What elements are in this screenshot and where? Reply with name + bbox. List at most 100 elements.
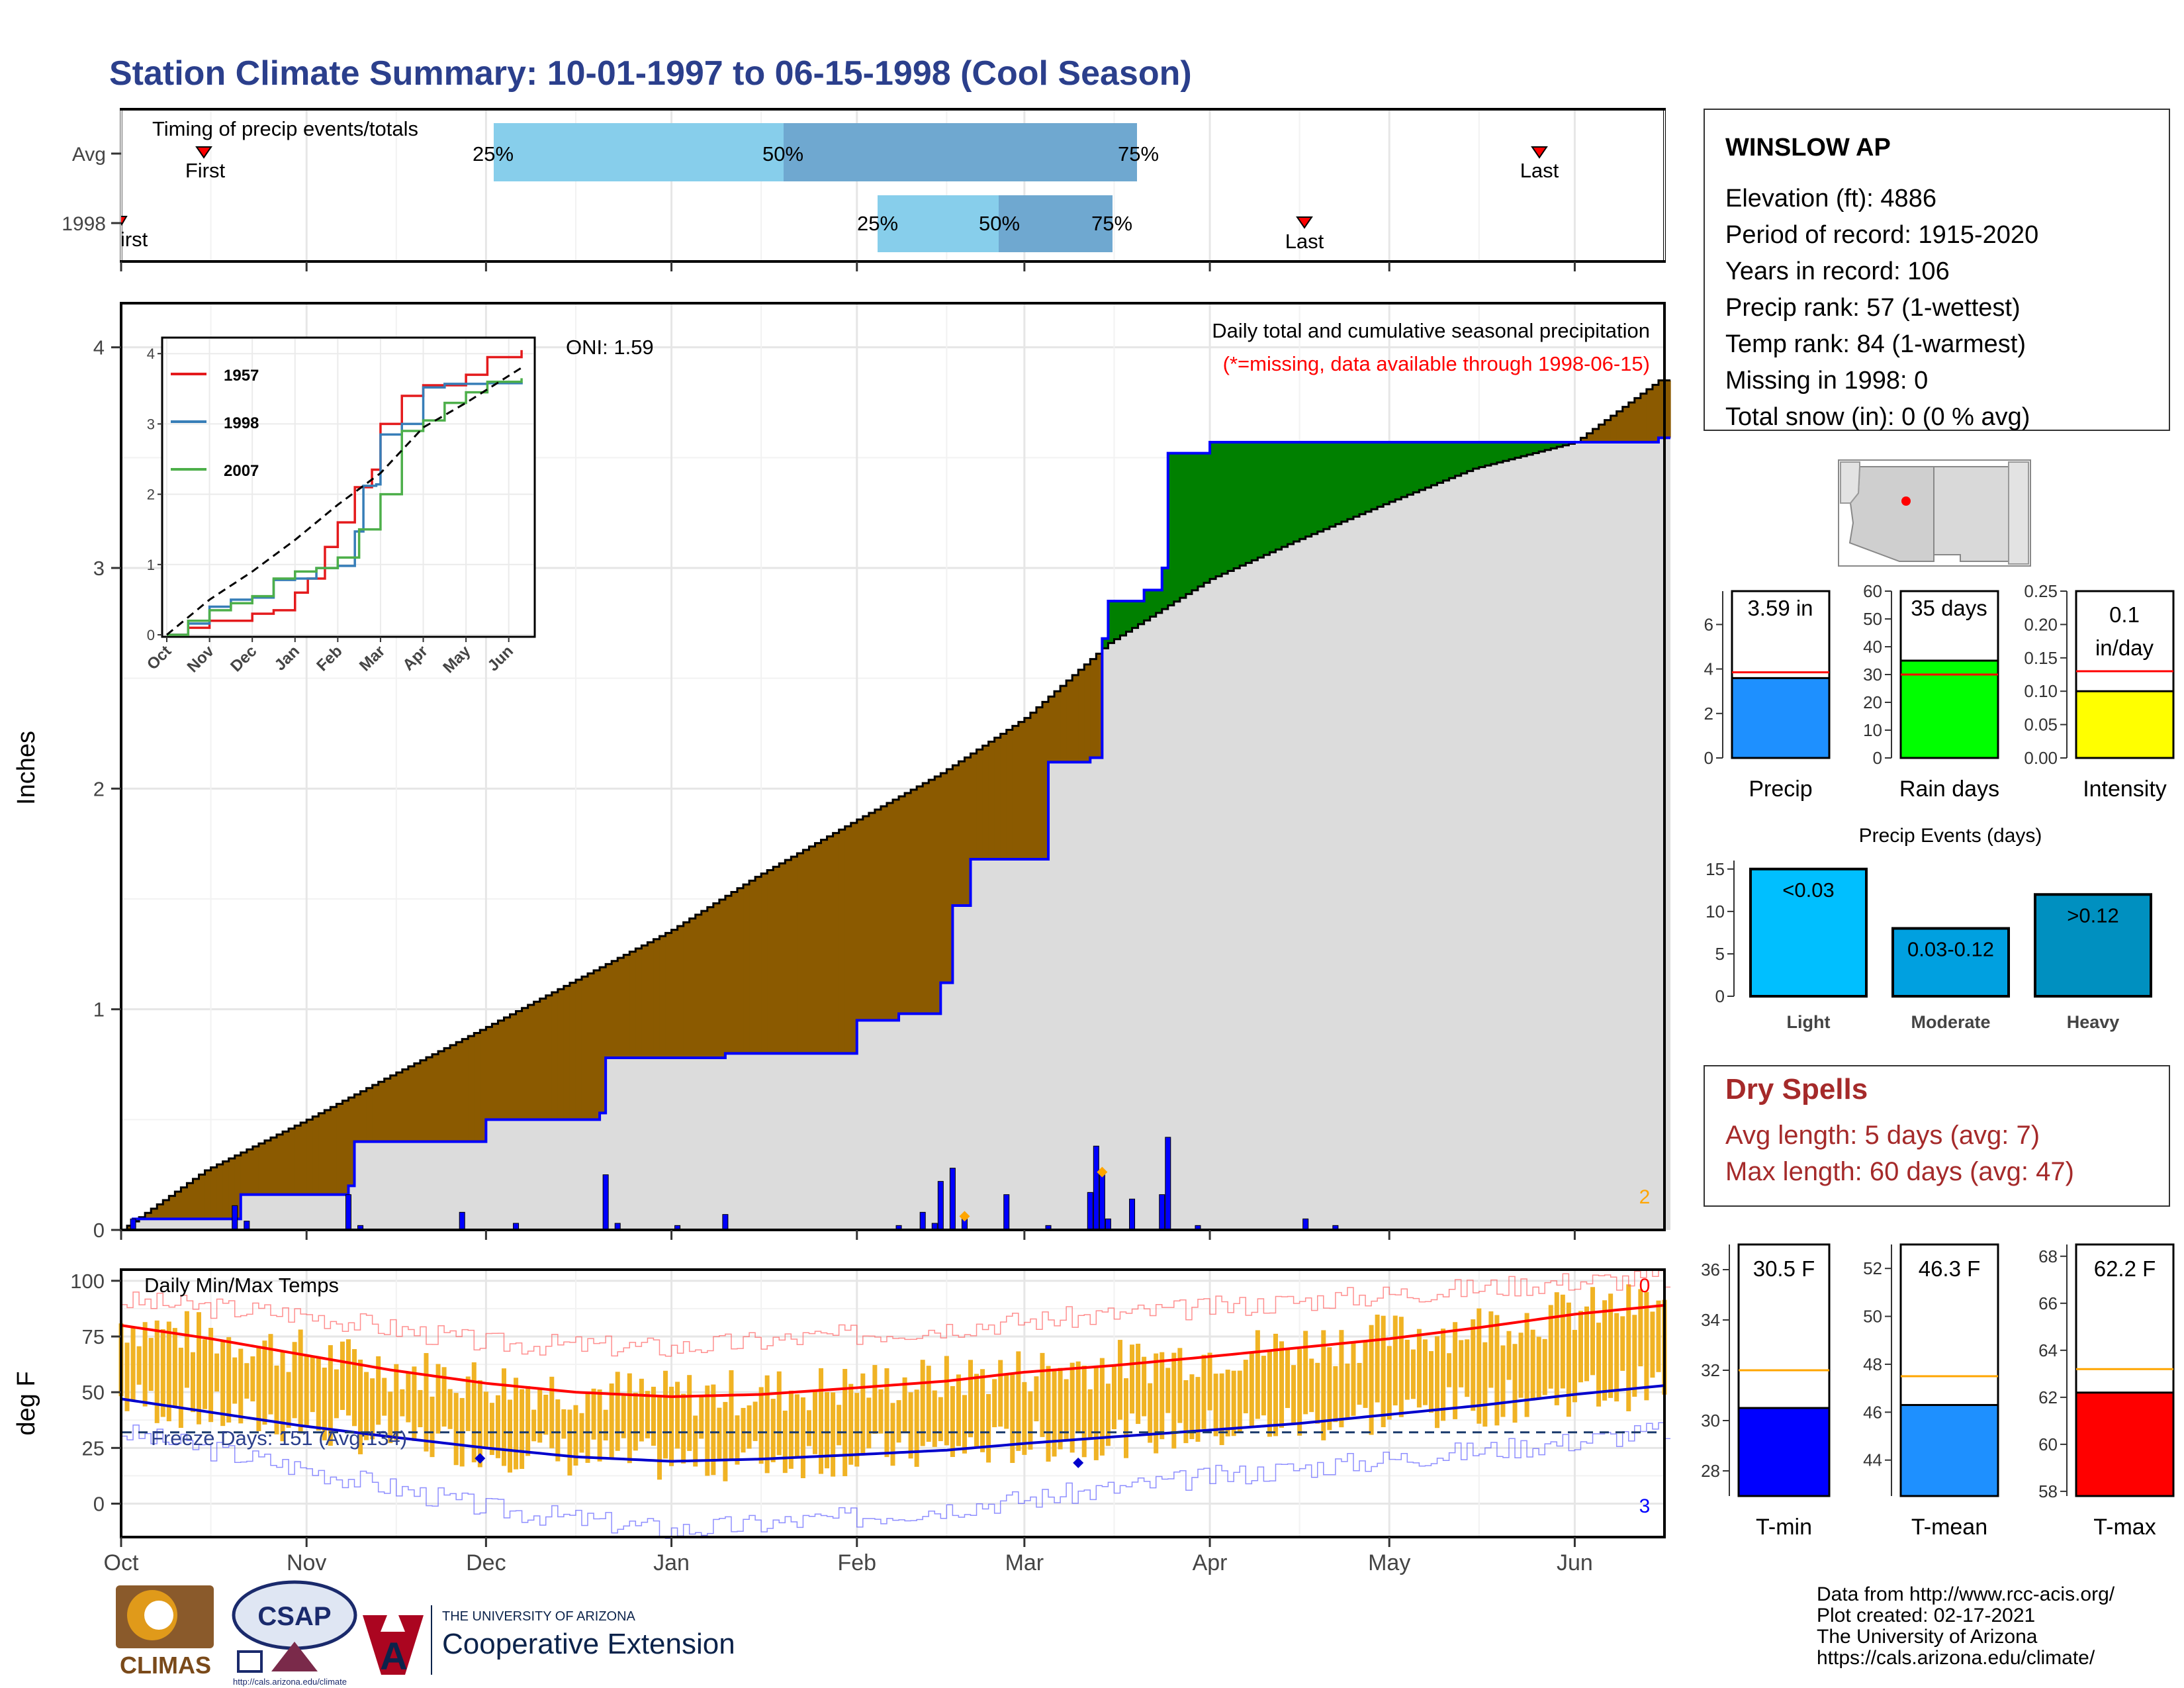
daily-temp-bar [860,1373,866,1455]
surplus-area [1395,442,1402,500]
precip-y-tick-label: 0 [93,1219,105,1242]
events-y-tick-label: 15 [1706,859,1725,879]
daily-temp-bar [938,1397,943,1442]
dry-spells-max: Max length: 60 days (avg: 47) [1725,1157,2074,1186]
surplus-area [1563,442,1569,445]
surplus-area [1484,442,1492,466]
temp-summary-t-min-category-label: T-min [1756,1515,1812,1540]
daily-temp-bar [501,1368,506,1466]
deficit-area [169,1196,175,1219]
surplus-area [1443,442,1450,481]
daily-temp-bar [621,1393,626,1438]
arizona-shape [1848,466,1934,562]
deficit-area [929,780,935,1014]
daily-temp-bar [1004,1374,1009,1429]
inset-line-1957 [167,350,523,636]
deficit-area [228,1158,236,1219]
daily-temp-bar [1148,1383,1153,1443]
deficit-area [414,1063,421,1142]
deficit-area [600,967,606,1113]
footer-url: https://cals.arizona.edu/climate/ [1817,1647,2095,1669]
daily-temp-bar [705,1385,710,1476]
surplus-area [1311,442,1318,534]
daily-temp-bar [166,1321,171,1422]
precip-summary-1-y-tick-label: 40 [1863,637,1882,657]
daily-temp-bar [400,1389,405,1417]
deficit-area [1586,433,1594,442]
surplus-area [1341,442,1348,522]
deficit-area [252,1146,259,1195]
precip-summary-0-y-tick-label: 0 [1704,748,1713,768]
precip-panel: 0 1 2 3 4 Inches Daily total and cumulative … [13,302,1671,1242]
surplus-area [1156,590,1163,613]
daily-temp-bar [1022,1382,1027,1455]
avg-first-label: First [185,159,226,182]
daily-temp-bar [591,1388,596,1440]
intensity-label-value: 0.1 [2109,602,2140,627]
daily-temp-bar [298,1329,303,1434]
deficit-area [653,939,660,1058]
deficit-area [976,749,983,859]
deficit-area [432,1054,439,1142]
daily-temp-bar [669,1386,674,1466]
daily-temp-bar [376,1356,381,1425]
daily-temp-bar [615,1372,620,1451]
deficit-area [731,892,738,1054]
daily-temp-bar [1165,1368,1171,1413]
daily-temp-bar [1548,1305,1553,1389]
daily-precip-bar [602,1174,609,1231]
avg-q25-q50-bar [494,123,784,181]
daily-temp-bar [525,1385,531,1456]
deficit-area [719,899,726,1058]
daily-temp-bar [1345,1363,1350,1419]
surplus-area [1359,442,1366,514]
surplus-area [1144,590,1151,621]
daily-temp-bar [142,1322,148,1407]
deficit-area [785,860,792,1054]
daily-temp-bar [1357,1362,1362,1405]
precip-missing-count: 2 [1639,1186,1651,1208]
daily-precip-bar [1093,1145,1099,1231]
surplus-area [1557,442,1563,447]
deficit-area [1084,664,1091,763]
deficit-area [312,1116,319,1195]
daily-temp-bar [471,1362,477,1463]
deficit-area [1646,389,1653,442]
deficit-area [893,800,899,1021]
precip-summary-1-y-tick-label: 60 [1863,581,1882,601]
deficit-area [539,998,547,1120]
deficit-area [563,986,570,1120]
daily-temp-bar [1638,1289,1643,1367]
events-title: Precip Events (days) [1859,825,2042,847]
deficit-area [761,873,768,1054]
surplus-area [1210,442,1216,579]
daily-temp-bar [914,1389,919,1467]
footer-plot-created: Plot created: 02-17-2021 [1817,1605,2035,1626]
surplus-area [1533,442,1539,453]
daily-temp-bar [148,1338,154,1391]
daily-temp-bar [1219,1373,1224,1446]
daily-temp-bar [316,1357,321,1431]
deficit-area [456,1042,463,1142]
daily-temp-bar [776,1371,782,1456]
deficit-area [886,803,893,1021]
legend-1998: 1998 [224,414,259,432]
station-location-dot [1901,496,1911,506]
deficit-area [629,951,636,1058]
deficit-area [844,826,852,1054]
surplus-area [1263,442,1271,555]
precip-summary-2-y-tick-label: 0.05 [2024,715,2058,735]
avg-q25-label: 25% [473,142,514,165]
daily-temp-bar [1154,1353,1159,1454]
month-tick-label: Nov [287,1550,326,1575]
daily-temp-bar [908,1392,913,1459]
temp-summary-t-min-y-tick-label: 30 [1701,1411,1720,1430]
daily-temp-bar [639,1378,644,1442]
deficit-area [480,1029,486,1142]
surplus-area [1317,442,1324,532]
daily-temp-bar [352,1349,357,1427]
daily-temp-bar [1447,1353,1452,1387]
daily-temp-bar [848,1383,854,1465]
precip-events-chart: Precip Events (days) 0 5 10 15 <0.03 Light 0.0… [1706,825,2152,1032]
daily-temp-bar [382,1378,387,1416]
